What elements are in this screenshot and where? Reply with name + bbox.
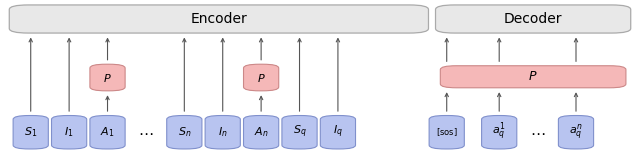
Text: Encoder: Encoder	[191, 12, 247, 26]
FancyBboxPatch shape	[243, 64, 279, 91]
FancyBboxPatch shape	[482, 116, 517, 149]
FancyBboxPatch shape	[440, 66, 626, 88]
FancyBboxPatch shape	[205, 116, 240, 149]
Text: $[\mathrm{sos}]$: $[\mathrm{sos}]$	[436, 126, 458, 138]
Text: $A_n$: $A_n$	[254, 125, 268, 139]
Text: $A_1$: $A_1$	[100, 125, 115, 139]
FancyBboxPatch shape	[90, 64, 125, 91]
Text: $S_1$: $S_1$	[24, 125, 37, 139]
FancyBboxPatch shape	[166, 116, 202, 149]
Text: $I_n$: $I_n$	[218, 125, 228, 139]
Text: $a_q^1$: $a_q^1$	[492, 121, 506, 143]
Text: $I_q$: $I_q$	[333, 124, 343, 140]
Text: $\cdots$: $\cdots$	[138, 125, 154, 140]
Text: $P$: $P$	[257, 72, 266, 83]
Text: Decoder: Decoder	[504, 12, 563, 26]
Text: $S_n$: $S_n$	[177, 125, 191, 139]
FancyBboxPatch shape	[429, 116, 465, 149]
Text: $\cdots$: $\cdots$	[530, 125, 545, 140]
FancyBboxPatch shape	[13, 116, 49, 149]
FancyBboxPatch shape	[321, 116, 356, 149]
FancyBboxPatch shape	[282, 116, 317, 149]
Text: $P$: $P$	[103, 72, 112, 83]
FancyBboxPatch shape	[90, 116, 125, 149]
FancyBboxPatch shape	[52, 116, 87, 149]
FancyBboxPatch shape	[435, 5, 631, 33]
Text: $P$: $P$	[529, 70, 538, 83]
FancyBboxPatch shape	[10, 5, 429, 33]
Text: $I_1$: $I_1$	[65, 125, 74, 139]
FancyBboxPatch shape	[559, 116, 594, 149]
FancyBboxPatch shape	[243, 116, 279, 149]
Text: $S_q$: $S_q$	[292, 124, 307, 140]
Text: $a_q^n$: $a_q^n$	[569, 123, 583, 142]
